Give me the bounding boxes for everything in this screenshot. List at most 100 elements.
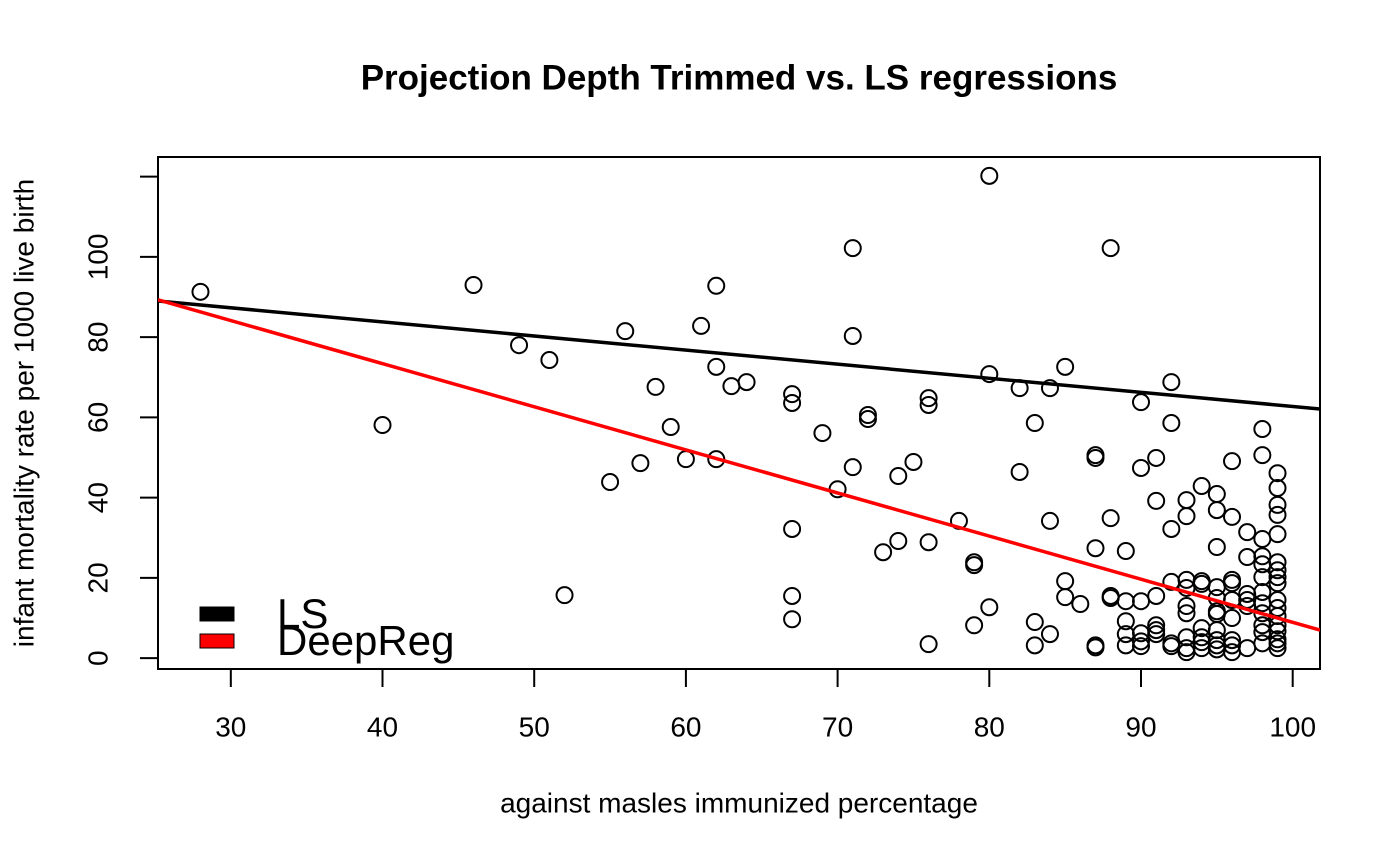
point [1040,379,1059,398]
point [464,276,483,294]
x-tick-label: 100 [1269,711,1316,742]
point [1101,239,1120,258]
y-tick-label: 20 [82,562,113,593]
point [1253,420,1272,439]
point [1177,639,1196,658]
point [1162,414,1181,433]
point [965,556,984,575]
point [722,377,741,396]
point [919,635,938,654]
point [1131,592,1150,611]
point [1147,586,1166,605]
point [1268,505,1287,524]
point [616,322,635,341]
point [783,393,802,412]
legend-swatch [199,633,235,649]
point [1147,616,1166,635]
x-tick-label: 80 [974,711,1005,742]
point [1040,511,1059,530]
point [1040,625,1059,644]
regression-line [158,298,1320,632]
point [601,473,620,492]
x-tick-label: 40 [367,711,398,742]
point [676,450,695,469]
x-tick-label: 50 [519,711,550,742]
regression-line [158,299,1320,411]
point [843,326,862,345]
point [1177,507,1196,526]
point [858,410,877,429]
point [1071,594,1090,613]
y-axis-label: infant mortality rate per 1000 live birt… [8,179,39,647]
legend-label: LS [277,590,328,637]
x-tick-label: 90 [1125,711,1156,742]
point [1268,599,1287,618]
point [980,365,999,384]
point [1207,501,1226,520]
point [1223,609,1242,628]
point [631,454,650,473]
x-tick-label: 30 [215,711,246,742]
point [1147,448,1166,467]
point [1116,612,1135,631]
legend-label: DeepReg [277,617,454,664]
point [1223,631,1242,650]
point [1268,561,1287,580]
point [843,458,862,477]
point [889,466,908,485]
point [1253,634,1272,653]
point [980,598,999,617]
point [1207,640,1226,659]
point [1268,639,1287,658]
point [1207,485,1226,504]
point [1147,491,1166,510]
point [1025,414,1044,433]
point [1192,477,1211,496]
point [1131,393,1150,412]
point [1025,613,1044,632]
point [1207,538,1226,557]
point [661,418,680,437]
point [1010,462,1029,481]
point [1086,539,1105,558]
point [1056,588,1075,607]
point [1131,458,1150,477]
point [919,533,938,552]
point [1268,553,1287,572]
point [904,452,923,471]
point [1253,582,1272,601]
point [1086,638,1105,657]
point [540,351,559,370]
point [555,586,574,605]
point [1162,519,1181,538]
point [783,385,802,404]
point [980,166,999,185]
point [874,543,893,562]
point [783,610,802,629]
point [1101,509,1120,528]
point [1116,636,1135,655]
point [1238,548,1257,567]
point [813,424,832,443]
point [1268,525,1287,544]
point [1177,597,1196,616]
plot-frame [157,156,1321,670]
y-tick-label: 40 [82,482,113,513]
point [1147,625,1166,644]
point [1268,464,1287,483]
point [919,389,938,408]
x-axis-label: against masles immunized percentage [500,787,978,818]
point [707,357,726,376]
point [1268,634,1287,653]
point [1177,643,1196,662]
legend-swatch [199,606,235,622]
point [1268,568,1287,587]
point [1253,547,1272,566]
point [1056,357,1075,376]
point [1131,632,1150,651]
y-tick-label: 0 [82,650,113,666]
point [646,377,665,396]
point [1223,452,1242,471]
point [737,373,756,392]
point [965,616,984,635]
